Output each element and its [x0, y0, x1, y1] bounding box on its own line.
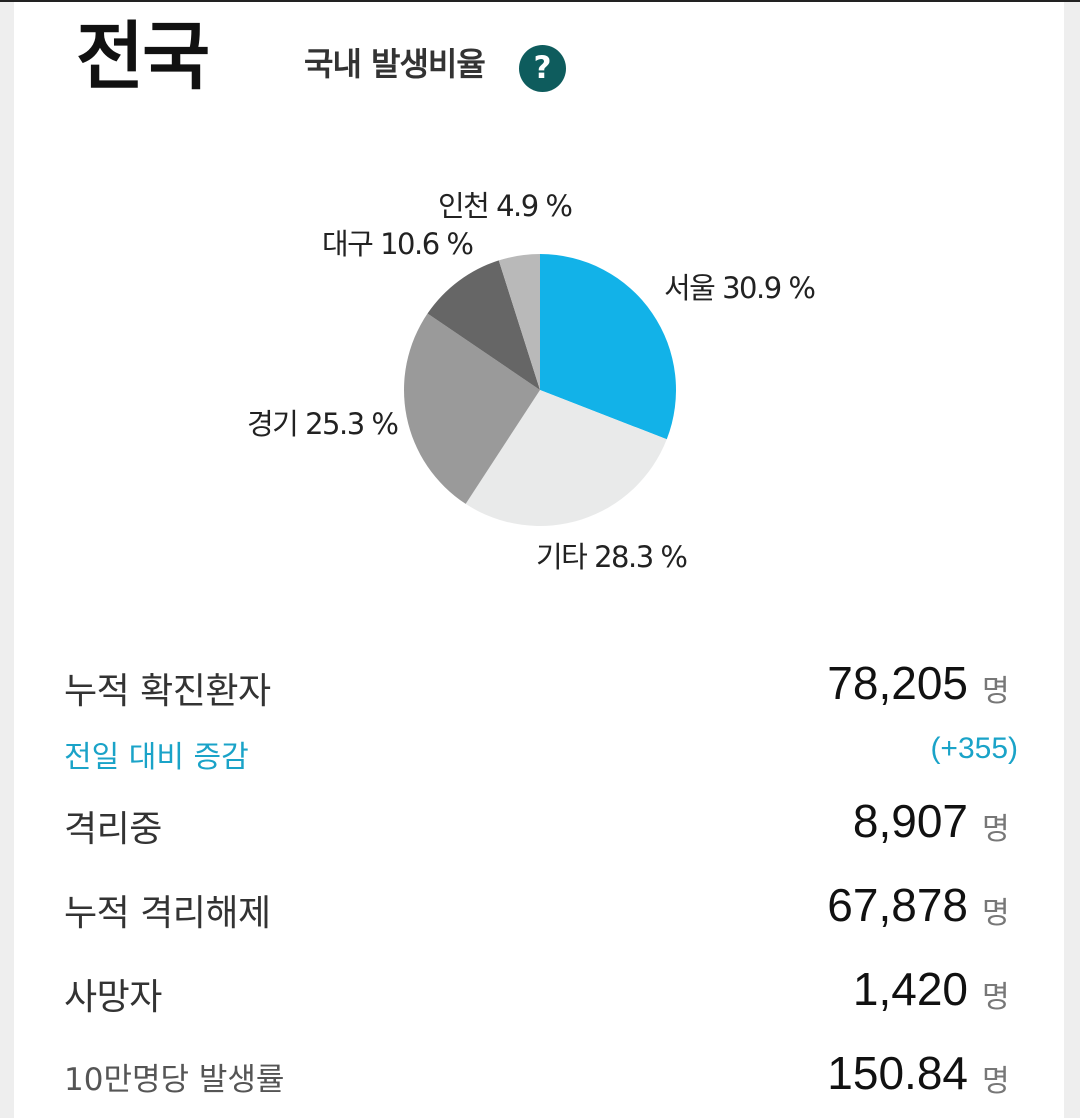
region-title: 전국: [76, 14, 210, 100]
daily-change-label: 전일 대비 증감: [64, 740, 249, 775]
pie-label-other: 기타 28.3 %: [536, 540, 686, 574]
isolated-unit: 명: [982, 812, 1010, 847]
pie-label-daegu: 대구 10.6 %: [322, 227, 472, 261]
top-divider: [0, 0, 1080, 2]
released-label: 누적 격리해제: [64, 893, 271, 934]
pie-label-seoul: 서울 30.9 %: [664, 271, 814, 305]
cumulative-confirmed-label: 누적 확진환자: [64, 671, 271, 712]
pie-slice-seoul: [540, 254, 676, 440]
deaths-label: 사망자: [64, 977, 162, 1018]
help-icon[interactable]: ?: [519, 45, 566, 92]
pie-slice-gyeonggi: [403, 313, 540, 504]
pie-slice-other: [465, 390, 667, 526]
pie-slice-incheon: [498, 254, 540, 390]
pie-label-incheon: 인천 4.9 %: [438, 189, 571, 223]
cumulative-confirmed-unit: 명: [982, 674, 1010, 709]
isolated-value: 8,907: [852, 795, 968, 847]
stats-card: 전국 국내 발생비율 ? 서울 30.9 % 기타 28.3 % 경기 25.3 %…: [14, 2, 1064, 1118]
deaths-unit: 명: [982, 980, 1010, 1015]
daily-change-value: (+355): [930, 732, 1018, 765]
released-unit: 명: [982, 896, 1010, 931]
domestic-ratio-label: 국내 발생비율: [304, 45, 486, 83]
domestic-ratio-pie-chart: 서울 30.9 % 기타 28.3 % 경기 25.3 % 대구 10.6 % 인천 4…: [247, 189, 816, 574]
pie-label-gyeonggi: 경기 25.3 %: [247, 407, 397, 441]
released-value: 67,878: [827, 879, 968, 931]
rate-per-100k-unit: 명: [982, 1064, 1010, 1099]
deaths-value: 1,420: [852, 963, 968, 1015]
isolated-label: 격리중: [64, 809, 162, 850]
rate-per-100k-value: 150.84: [827, 1047, 968, 1099]
pie-slice-daegu: [427, 260, 540, 390]
cumulative-confirmed-value: 78,205: [827, 657, 968, 709]
rate-per-100k-label: 10만명당 발생률: [64, 1062, 285, 1098]
